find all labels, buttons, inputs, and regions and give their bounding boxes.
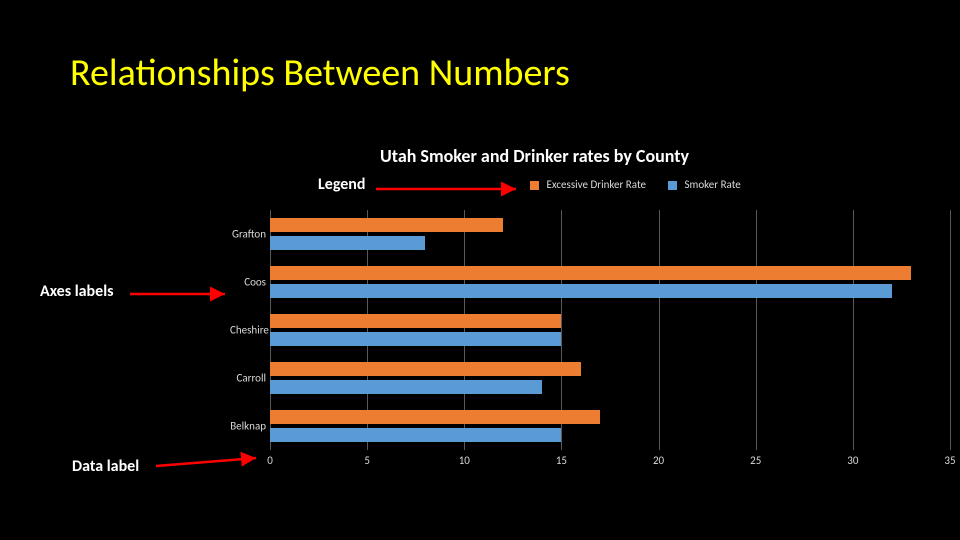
x-tick-label: 20 [653, 454, 664, 467]
x-tick-label: 5 [364, 454, 370, 467]
category-label: Carroll [230, 372, 266, 385]
chart-title: Utah Smoker and Drinker rates by County [380, 145, 689, 167]
bar-excessive-drinker [270, 314, 561, 328]
slide-title: Relationships Between Numbers [70, 50, 570, 96]
category-label: Cheshire [230, 324, 266, 337]
annotation-data-label: Data label [72, 457, 139, 476]
bar-excessive-drinker [270, 410, 600, 424]
legend-item-label: Excessive Drinker Rate [547, 178, 647, 191]
x-tick-label: 0 [267, 454, 273, 467]
bar-excessive-drinker [270, 218, 503, 232]
category-label: Grafton [230, 228, 266, 241]
chart-row: Grafton [270, 210, 950, 258]
bar-smoker [270, 236, 425, 250]
gridline [950, 210, 951, 450]
bar-excessive-drinker [270, 266, 911, 280]
bar-smoker [270, 332, 561, 346]
bar-excessive-drinker [270, 362, 581, 376]
legend-item-excessive: Excessive Drinker Rate [530, 178, 646, 191]
x-tick-label: 35 [944, 454, 955, 467]
x-tick-label: 30 [847, 454, 858, 467]
chart-row: Carroll [270, 354, 950, 402]
bar-smoker [270, 428, 561, 442]
bar-smoker [270, 284, 892, 298]
bar-smoker [270, 380, 542, 394]
x-tick-label: 15 [556, 454, 567, 467]
x-tick-label: 25 [750, 454, 761, 467]
chart-legend: Excessive Drinker Rate Smoker Rate [530, 178, 741, 191]
chart-row: Cheshire [270, 306, 950, 354]
annotation-axes-arrow-icon [130, 284, 235, 304]
category-label: Coos [230, 276, 266, 289]
bar-chart: GraftonCoosCheshireCarrollBelknap 051015… [230, 210, 950, 480]
annotation-axes-label: Axes labels [40, 282, 114, 301]
legend-swatch-icon [530, 181, 539, 190]
legend-swatch-icon [668, 181, 677, 190]
chart-row: Coos [270, 258, 950, 306]
legend-item-smoker: Smoker Rate [668, 178, 741, 191]
legend-item-label: Smoker Rate [685, 178, 741, 191]
chart-row: Belknap [270, 402, 950, 450]
category-label: Belknap [230, 420, 266, 433]
annotation-legend-arrow-icon [376, 180, 526, 198]
annotation-legend-label: Legend [318, 175, 365, 194]
x-tick-label: 10 [459, 454, 470, 467]
